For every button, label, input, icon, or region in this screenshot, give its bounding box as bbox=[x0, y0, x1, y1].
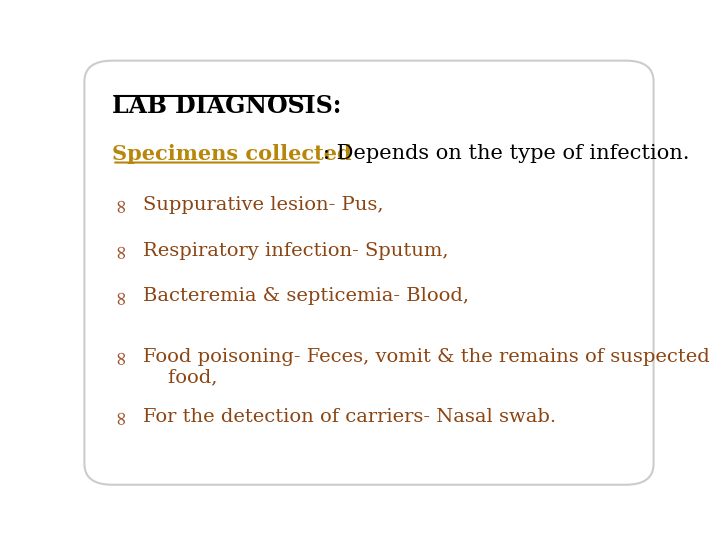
Text: Bacteremia & septicemia- Blood,: Bacteremia & septicemia- Blood, bbox=[143, 287, 469, 305]
Text: Suppurative lesion- Pus,: Suppurative lesion- Pus, bbox=[143, 196, 384, 214]
Text: Respiratory infection- Sputum,: Respiratory infection- Sputum, bbox=[143, 241, 449, 260]
Text: ∞: ∞ bbox=[112, 241, 130, 258]
Text: For the detection of carriers- Nasal swab.: For the detection of carriers- Nasal swa… bbox=[143, 408, 556, 426]
Text: Food poisoning- Feces, vomit & the remains of suspected
    food,: Food poisoning- Feces, vomit & the remai… bbox=[143, 348, 710, 386]
Text: LAB DIAGNOSIS:: LAB DIAGNOSIS: bbox=[112, 94, 342, 118]
Text: : Depends on the type of infection.: : Depends on the type of infection. bbox=[323, 144, 690, 163]
Text: ∞: ∞ bbox=[112, 348, 130, 364]
Text: ∞: ∞ bbox=[112, 408, 130, 424]
Text: ∞: ∞ bbox=[112, 287, 130, 303]
Text: ∞: ∞ bbox=[112, 196, 130, 212]
Text: Specimens collected: Specimens collected bbox=[112, 144, 352, 164]
FancyBboxPatch shape bbox=[84, 60, 654, 485]
